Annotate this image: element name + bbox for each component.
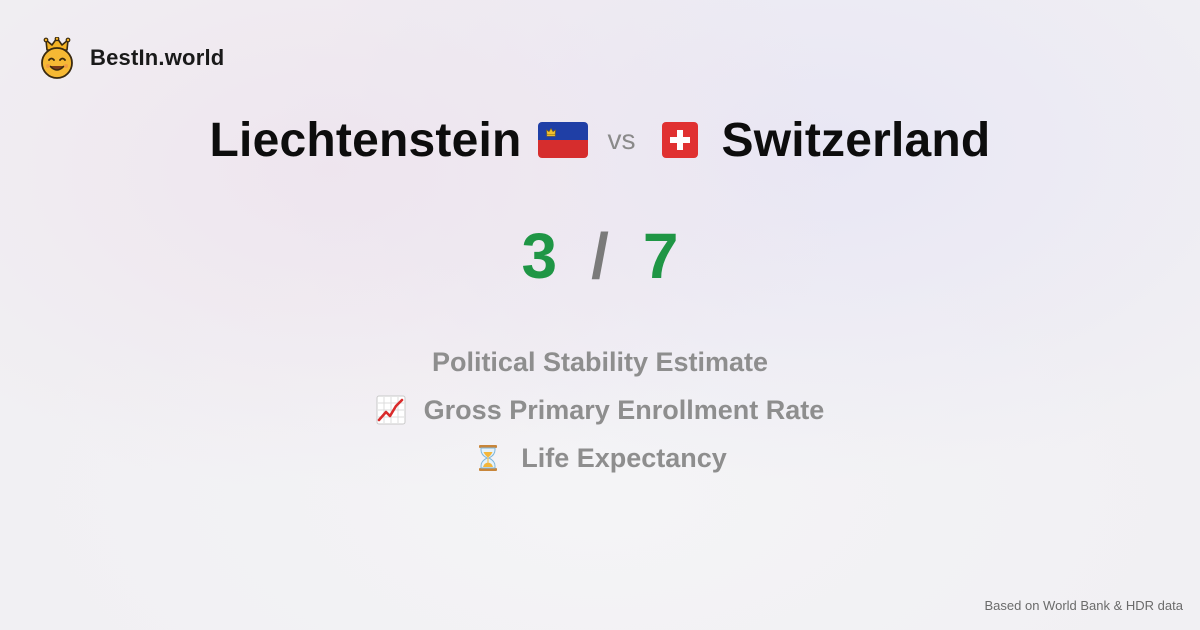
score-separator: /: [591, 220, 609, 292]
data-source-note: Based on World Bank & HDR data: [984, 598, 1183, 613]
category-item[interactable]: Life Expectancy: [0, 434, 1200, 482]
brand[interactable]: BestIn.world: [38, 36, 224, 80]
vs-label: vs: [607, 124, 636, 155]
category-label: Gross Primary Enrollment Rate: [423, 394, 825, 425]
category-item[interactable]: Gross Primary Enrollment Rate: [0, 386, 1200, 434]
right-country-name[interactable]: Switzerland: [721, 113, 991, 167]
chart-increasing-icon: [376, 395, 406, 425]
comparison-title: Liechtenstein vs Switzerland: [0, 108, 1200, 172]
right-score: 7: [642, 220, 679, 292]
crowned-smiley-icon: [41, 37, 73, 79]
category-list: Political Stability Estimate Gross Prima…: [0, 338, 1200, 482]
liechtenstein-flag-icon: [537, 122, 588, 158]
hourglass-icon: [479, 445, 498, 471]
category-label: Life Expectancy: [521, 442, 727, 473]
left-country-name[interactable]: Liechtenstein: [209, 113, 522, 167]
score: 3 / 7: [0, 220, 1200, 292]
category-label: Political Stability Estimate: [431, 346, 769, 377]
switzerland-flag-icon: [661, 122, 698, 158]
left-score: 3: [521, 220, 558, 292]
brand-name: BestIn.world: [90, 45, 225, 70]
category-item[interactable]: Political Stability Estimate: [0, 338, 1200, 386]
